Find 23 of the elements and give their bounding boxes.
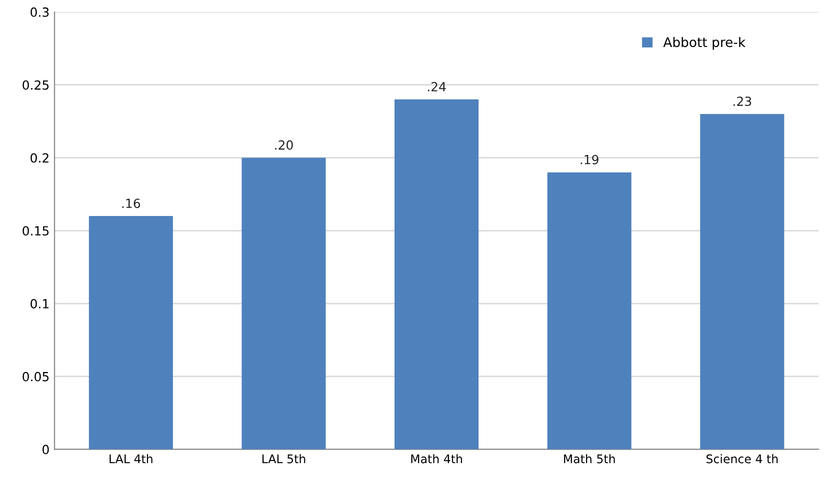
x-tick-label: Math 4th [411,454,462,464]
y-tick-label: 0.1 [30,299,48,308]
legend-label: Abbott pre-k [663,36,746,50]
data-label: .19 [580,154,598,164]
data-label: .24 [428,82,446,92]
y-tick-label: 0.2 [30,153,48,163]
bar [700,114,784,450]
data-label: .23 [734,96,752,106]
bar [88,216,173,450]
y-tick-label: 0.3 [30,7,49,17]
bar [547,172,632,450]
y-tick-label: 0.15 [22,226,49,236]
data-label: .16 [122,198,140,208]
y-tick-label: 0.25 [22,80,49,90]
data-label: .20 [275,140,293,150]
bar [242,158,326,450]
x-tick-label: Science 4 th [706,454,778,464]
bar [394,99,479,450]
x-tick-label: LAL 5th [262,454,306,464]
y-tick-label: 0 [42,444,49,454]
x-tick-label: Math 5th [564,454,615,464]
x-tick-label: LAL 4th [110,454,152,464]
y-tick-label: 0.05 [22,372,49,382]
